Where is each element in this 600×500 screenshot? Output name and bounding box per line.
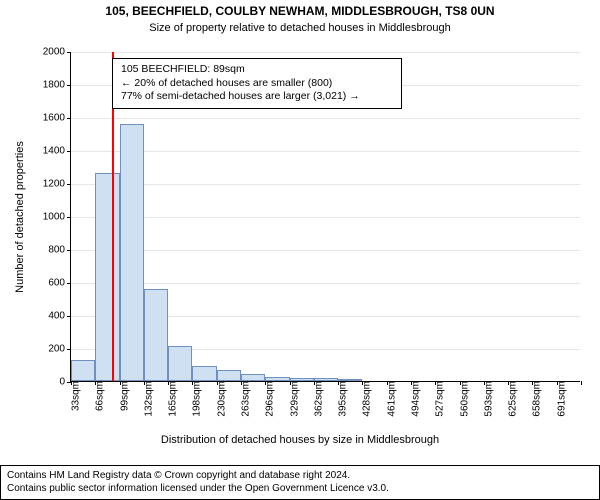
histogram-bar: [192, 366, 216, 381]
xtick-label: 658sqm: [530, 381, 543, 417]
histogram-bar: [168, 346, 192, 381]
histogram-bar: [217, 370, 241, 381]
histogram-bar: [144, 289, 168, 381]
xtick-label: 230sqm: [214, 381, 227, 417]
ytick-label: 800: [48, 245, 71, 256]
gridline: [71, 118, 580, 119]
xtick-label: 461sqm: [384, 381, 397, 417]
xtick-label: 494sqm: [409, 381, 422, 417]
ytick-label: 1600: [43, 113, 71, 124]
xtick-label: 99sqm: [117, 381, 130, 411]
ytick-label: 600: [48, 278, 71, 289]
info-line-2: ← 20% of detached houses are smaller (80…: [121, 77, 393, 91]
xtick-label: 527sqm: [433, 381, 446, 417]
footer-line-2: Contains public sector information licen…: [7, 483, 593, 496]
xtick-label: 593sqm: [481, 381, 494, 417]
gridline: [71, 250, 580, 251]
info-box: 105 BEECHFIELD: 89sqm ← 20% of detached …: [112, 58, 402, 109]
ytick-label: 200: [48, 344, 71, 355]
gridline: [71, 184, 580, 185]
xtick-label: 428sqm: [360, 381, 373, 417]
xtick-label: 198sqm: [190, 381, 203, 417]
footer-line-1: Contains HM Land Registry data © Crown c…: [7, 470, 593, 483]
xtick-label: 132sqm: [141, 381, 154, 417]
ytick-label: 1800: [43, 80, 71, 91]
histogram-bar: [120, 124, 144, 381]
xtick-label: 691sqm: [554, 381, 567, 417]
xtick-label: 165sqm: [166, 381, 179, 417]
xtick-label: 625sqm: [506, 381, 519, 417]
gridline: [71, 217, 580, 218]
info-line-1: 105 BEECHFIELD: 89sqm: [121, 63, 393, 77]
gridline: [71, 151, 580, 152]
histogram-bar: [95, 173, 119, 381]
histogram-bar: [71, 360, 95, 381]
xtick-label: 560sqm: [457, 381, 470, 417]
xtick-label: 329sqm: [287, 381, 300, 417]
histogram-bar: [241, 374, 265, 381]
info-line-3: 77% of semi-detached houses are larger (…: [121, 90, 393, 104]
chart-title: 105, BEECHFIELD, COULBY NEWHAM, MIDDLESB…: [0, 4, 600, 18]
xtick-label: 33sqm: [69, 381, 82, 411]
chart-subtitle: Size of property relative to detached ho…: [0, 22, 600, 34]
footer-attribution: Contains HM Land Registry data © Crown c…: [0, 465, 600, 500]
xtick-label: 296sqm: [263, 381, 276, 417]
ytick-label: 1400: [43, 146, 71, 157]
xtick-label: 362sqm: [311, 381, 324, 417]
y-axis-label: Number of detached properties: [14, 52, 26, 382]
ytick-label: 1000: [43, 212, 71, 223]
xtick-mark: [581, 381, 582, 385]
xtick-label: 395sqm: [336, 381, 349, 417]
ytick-label: 1200: [43, 179, 71, 190]
gridline: [71, 283, 580, 284]
xtick-label: 263sqm: [239, 381, 252, 417]
ytick-label: 400: [48, 311, 71, 322]
chart-container: 105, BEECHFIELD, COULBY NEWHAM, MIDDLESB…: [0, 0, 600, 500]
gridline: [71, 52, 580, 53]
ytick-label: 2000: [43, 47, 71, 58]
x-axis-label: Distribution of detached houses by size …: [0, 434, 600, 446]
xtick-label: 66sqm: [93, 381, 106, 411]
